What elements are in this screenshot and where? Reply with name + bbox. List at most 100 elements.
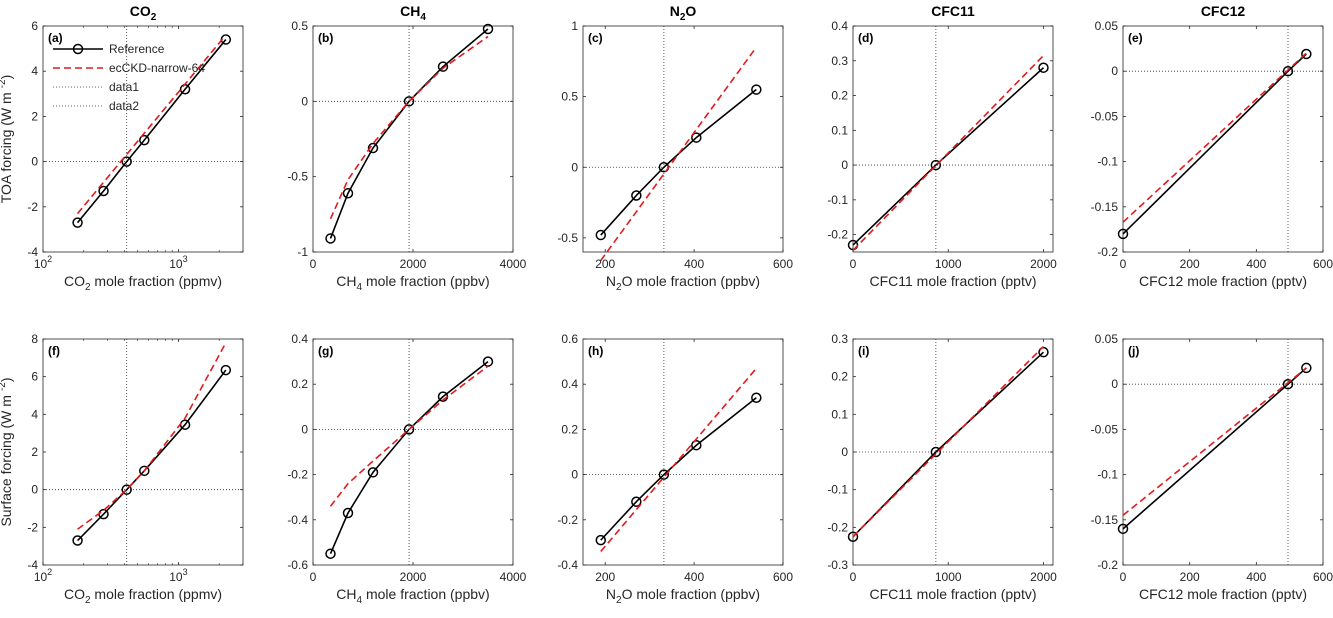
panel-letter: (c): [588, 31, 603, 45]
y-tick-label: -0.6: [287, 558, 308, 572]
reference-point: [751, 392, 762, 404]
y-tick-label: -0.05: [1091, 422, 1119, 436]
x-axis-label: CH4 mole fraction (ppbv): [336, 586, 489, 606]
y-tick-label: 0: [1111, 64, 1118, 78]
y-tick-label: 0.05: [1095, 19, 1119, 33]
y-label-part: ): [0, 75, 14, 80]
reference-point: [751, 84, 762, 95]
x-tick-base: 10: [34, 257, 48, 271]
x-label-subscript: 2: [616, 282, 622, 293]
reference-point: [595, 534, 607, 546]
x-tick-label: 103: [169, 254, 187, 271]
reference-line: [76, 39, 227, 224]
x-axis-label: CH4 mole fraction (ppbv): [336, 273, 489, 293]
ecckd-line: [600, 367, 757, 552]
reference-point: [1038, 62, 1049, 73]
axes-box: [312, 25, 514, 253]
x-label-part: CFC11 mole fraction (pptv): [869, 273, 1036, 289]
y-tick-label: 0.05: [1095, 332, 1119, 346]
reference-point: [403, 424, 415, 435]
ecckd-line: [852, 54, 1045, 251]
panel-letter: (a): [48, 31, 63, 45]
ecckd-line: [76, 34, 227, 215]
panel-i: -0.3 -0.2 -0.1 0 0.1 0.2 0.3 0 1000 2000 CFC11 mol…: [827, 332, 1057, 602]
x-axis-label: CFC11 mole fraction (pptv): [869, 586, 1036, 602]
ecckd-line: [77, 342, 227, 530]
y-axis-label: Surface forcing (W m -2): [0, 377, 14, 526]
x-label-part: mole fraction (ppbv): [362, 273, 490, 289]
x-tick-label: 103: [169, 567, 187, 584]
reference-point: [220, 364, 232, 376]
x-label-part: N: [606, 586, 616, 602]
x-tick-label: 2000: [1030, 570, 1057, 584]
reference-line: [329, 28, 489, 239]
ecckd-line: [329, 365, 489, 507]
x-tick-exponent: 3: [183, 254, 188, 264]
y-tick-label: 0.2: [831, 89, 848, 103]
reference-point: [121, 156, 132, 167]
y-tick-label: 0.5: [291, 19, 308, 33]
x-tick-label: 102: [34, 254, 52, 271]
x-tick-exponent: 3: [183, 567, 188, 577]
reference-point: [631, 190, 642, 201]
x-axis-label: CO2 mole fraction (ppmv): [64, 273, 222, 293]
x-tick-label: 400: [1246, 570, 1266, 584]
y-tick-label: -0.2: [287, 468, 308, 482]
reference-point: [691, 439, 702, 451]
y-tick-label: -1: [297, 245, 308, 259]
legend-label: ecCKD-narrow-64: [109, 61, 205, 75]
reference-point: [1301, 362, 1312, 374]
y-tick-label: -0.2: [1097, 245, 1118, 259]
title-subscript: 4: [420, 12, 426, 23]
x-tick-label: 1000: [935, 257, 962, 271]
y-tick-label: 4: [31, 64, 38, 78]
y-tick-label: -0.1: [1097, 155, 1118, 169]
panel-letter: (b): [318, 31, 333, 45]
y-label-superscript: -2: [0, 79, 8, 88]
x-label-part: CFC11 mole fraction (pptv): [869, 586, 1036, 602]
y-tick-label: -0.15: [1091, 200, 1119, 214]
legend-reference-marker: [72, 43, 84, 55]
reference-point: [482, 356, 494, 367]
reference-point: [658, 469, 670, 480]
panel-h: -0.4 -0.2 0 0.2 0.4 0.6 200 400 600 N2O mole frac…: [557, 332, 793, 606]
y-label-part: ): [0, 377, 14, 382]
x-tick-label: 600: [773, 570, 793, 584]
axes-box: [852, 25, 1054, 253]
x-label-part: N: [606, 273, 616, 289]
panel-g: -0.6 -0.4 -0.2 0 0.2 0.4 0 2000 4000 CH4 mole fra…: [287, 332, 526, 606]
y-tick-label: -0.1: [827, 483, 848, 497]
panel-title: CO2: [130, 3, 157, 23]
x-label-part: CFC12 mole fraction (pptv): [1139, 586, 1307, 602]
x-tick-label: 4000: [500, 257, 527, 271]
y-tick-label: 0: [841, 445, 848, 459]
x-label-subscript: 4: [357, 282, 363, 293]
y-tick-label: -4: [27, 245, 38, 259]
y-tick-label: 0: [841, 158, 848, 172]
panel-title: CFC11: [931, 3, 975, 19]
x-tick-label: 4000: [500, 570, 527, 584]
reference-point: [930, 159, 942, 171]
y-tick-label: -0.3: [827, 558, 848, 572]
x-tick-label: 200: [1180, 257, 1200, 271]
panel-letter: (e): [1128, 31, 1143, 45]
x-tick-base: 10: [34, 570, 48, 584]
y-tick-label: 0: [571, 160, 578, 174]
x-tick-label: 200: [1180, 570, 1200, 584]
y-tick-label: -0.2: [827, 228, 848, 242]
x-tick-label: 2000: [1030, 257, 1057, 271]
y-tick-label: 0: [571, 468, 578, 482]
x-tick-exponent: 2: [47, 254, 52, 264]
reference-point: [631, 496, 642, 507]
x-tick-label: 0: [850, 257, 857, 271]
y-tick-label: -2: [27, 520, 38, 534]
reference-point: [367, 142, 379, 154]
x-tick-label: 0: [310, 570, 317, 584]
y-tick-label: -0.5: [287, 170, 308, 184]
x-tick-label: 2000: [400, 257, 427, 271]
y-tick-label: -2: [27, 200, 38, 214]
title-part: O: [685, 3, 696, 19]
reference-line: [76, 369, 227, 542]
